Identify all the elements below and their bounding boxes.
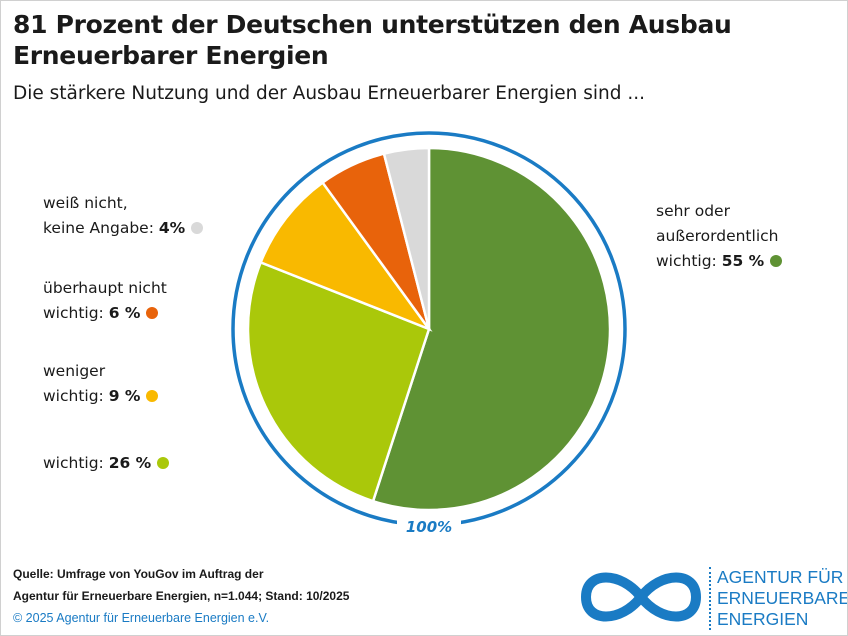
label-text: überhaupt nicht bbox=[43, 279, 167, 297]
label-slice-4: weiß nicht, keine Angabe: 4% bbox=[43, 191, 204, 241]
label-text: wichtig: bbox=[656, 252, 717, 270]
label-text: wichtig: bbox=[43, 454, 104, 472]
pie-slice-4 bbox=[382, 146, 431, 330]
pie-slice-0 bbox=[371, 146, 612, 512]
label-text: außerordentlich bbox=[656, 227, 779, 245]
label-text: wichtig: bbox=[43, 304, 104, 322]
legend-dot bbox=[770, 255, 783, 267]
pie-slice-2 bbox=[259, 180, 433, 332]
label-text: sehr oder bbox=[656, 202, 730, 220]
chart-subtitle: Die stärkere Nutzung und der Ausbau Erne… bbox=[13, 83, 646, 104]
label-slice-0: sehr oder außerordentlich wichtig: 55 % bbox=[656, 199, 783, 274]
label-text: weniger bbox=[43, 362, 106, 380]
logo-line: ENERGIEN bbox=[717, 609, 809, 629]
chart-title: 81 Prozent der Deutschen unterstützen de… bbox=[13, 10, 732, 70]
pie-slice-1 bbox=[246, 260, 431, 503]
logo-line: ERNEUERBARE bbox=[717, 588, 848, 608]
label-slice-1: wichtig: 26 % bbox=[43, 451, 170, 476]
total-label: 100% bbox=[406, 518, 452, 536]
logo-line: AGENTUR FÜR bbox=[717, 567, 844, 587]
legend-dot bbox=[157, 457, 170, 469]
source-line-1: Quelle: Umfrage von YouGov im Auftrag de… bbox=[13, 567, 264, 581]
source-line-2: Agentur für Erneuerbare Energien, n=1.04… bbox=[13, 589, 350, 603]
value-label: 4% bbox=[158, 219, 186, 237]
label-text: keine Angabe: bbox=[43, 219, 154, 237]
legend-dot bbox=[191, 222, 204, 234]
total-label-bg bbox=[397, 515, 461, 537]
legend-dot bbox=[146, 307, 159, 319]
logo-text: AGENTUR FÜR ERNEUERBARE ENERGIEN bbox=[709, 567, 848, 630]
label-text: weiß nicht, bbox=[43, 194, 128, 212]
label-text: wichtig: bbox=[43, 387, 104, 405]
value-label: 6 % bbox=[108, 304, 141, 322]
label-slice-2: weniger wichtig: 9 % bbox=[43, 359, 159, 409]
value-label: 9 % bbox=[108, 387, 141, 405]
legend-dot bbox=[146, 390, 159, 402]
value-label: 55 % bbox=[721, 252, 765, 270]
value-label: 26 % bbox=[108, 454, 152, 472]
label-slice-3: überhaupt nicht wichtig: 6 % bbox=[43, 276, 167, 326]
copyright: © 2025 Agentur für Erneuerbare Energien … bbox=[13, 611, 270, 625]
